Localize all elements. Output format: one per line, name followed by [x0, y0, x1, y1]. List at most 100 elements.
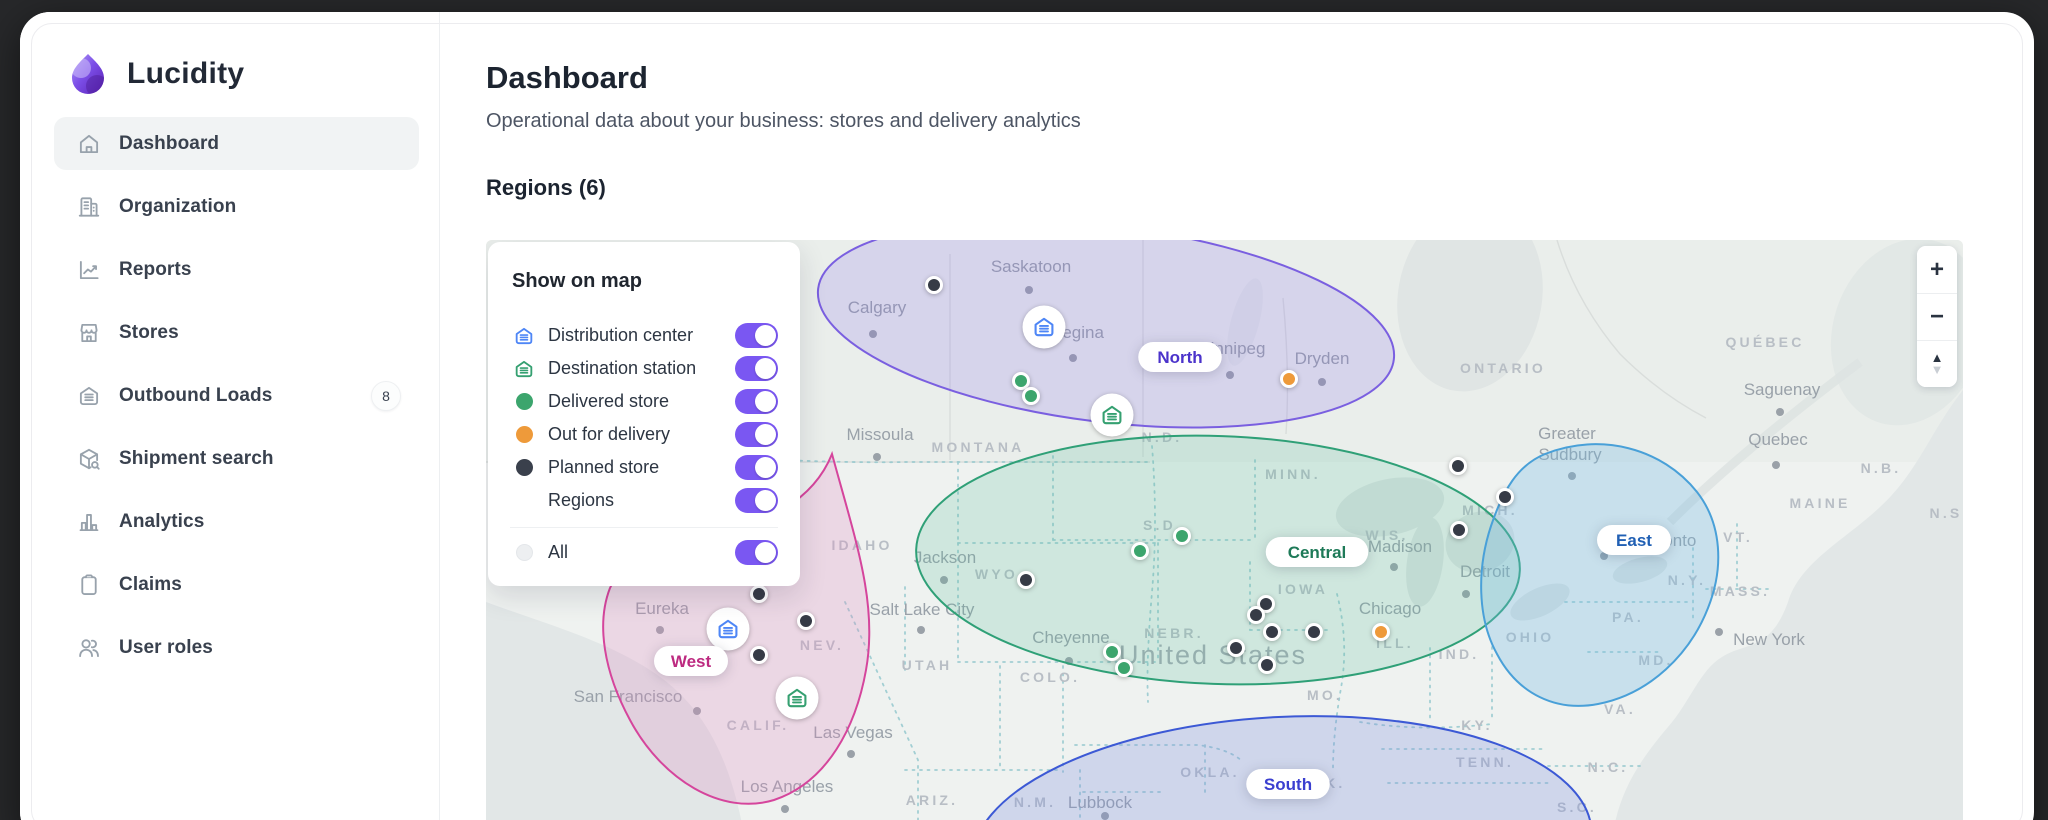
sidebar-item-outbound-loads[interactable]: Outbound Loads 8 — [54, 369, 419, 422]
home-icon — [79, 134, 99, 153]
region-pill-central[interactable]: Central — [1265, 537, 1369, 567]
state-label: ARIZ. — [906, 792, 959, 808]
region-shape-east[interactable] — [1480, 443, 1720, 707]
marker-planned-store[interactable] — [1263, 623, 1281, 641]
sidebar-item-reports[interactable]: Reports — [54, 243, 419, 296]
sidebar-item-analytics[interactable]: Analytics — [54, 495, 419, 548]
state-label: N.C. — [1588, 759, 1629, 775]
legend-item-label: Out for delivery — [548, 424, 671, 444]
zoom-in-button[interactable]: + — [1917, 246, 1957, 293]
marker-planned-store[interactable] — [1247, 606, 1265, 624]
marker-distribution-center[interactable] — [1022, 305, 1066, 349]
map-data-layer: MONTANAN.D.MINN.WIS.IDAHOWYO.S.D.NEBR.IO… — [574, 240, 1959, 820]
clipboard-icon — [81, 574, 97, 595]
region-pill-label: West — [671, 652, 712, 671]
circle-icon — [512, 459, 536, 476]
city-dot — [656, 626, 664, 634]
marker-out-for-delivery[interactable] — [1280, 370, 1298, 388]
state-label: MO. — [1307, 687, 1343, 703]
marker-delivered-store[interactable] — [1022, 387, 1040, 405]
state-label: MINN. — [1265, 466, 1321, 482]
toggle-planned-store[interactable] — [735, 455, 778, 480]
sidebar-item-label: Shipment search — [119, 447, 274, 469]
region-pill-west[interactable]: West — [654, 646, 728, 676]
destination-house-icon — [512, 358, 536, 380]
toggle-out-for-delivery[interactable] — [735, 422, 778, 447]
state-label: MD. — [1638, 652, 1673, 668]
toggle-regions[interactable] — [735, 488, 778, 513]
marker-delivered-store[interactable] — [1173, 527, 1191, 545]
sidebar-item-label: Dashboard — [119, 132, 220, 154]
marker-planned-store[interactable] — [750, 585, 768, 603]
marker-distribution-center[interactable] — [706, 607, 750, 651]
state-label: OKLA. — [1180, 764, 1240, 780]
marker-planned-store[interactable] — [1449, 457, 1467, 475]
state-label: S.D. — [1143, 517, 1183, 533]
marker-planned-store[interactable] — [1305, 623, 1323, 641]
legend-item-regions: Regions — [512, 484, 778, 517]
city-dot — [869, 330, 877, 338]
marker-out-for-delivery[interactable] — [1372, 623, 1390, 641]
marker-planned-store[interactable] — [1258, 656, 1276, 674]
toggle-delivered-store[interactable] — [735, 389, 778, 414]
marker-planned-store[interactable] — [1496, 488, 1514, 506]
toggle-destination-station[interactable] — [735, 356, 778, 381]
region-pill-label: North — [1157, 348, 1202, 367]
sidebar-item-label: Organization — [119, 195, 237, 217]
lucidity-logo-icon — [72, 54, 104, 94]
legend-item-planned-store: Planned store — [512, 451, 778, 484]
marker-destination-station[interactable] — [1090, 393, 1134, 437]
marker-delivered-store[interactable] — [1131, 542, 1149, 560]
toggle-distribution-center[interactable] — [735, 323, 778, 348]
region-pill-label: Central — [1288, 543, 1347, 562]
marker-planned-store[interactable] — [1450, 521, 1468, 539]
marker-delivered-store[interactable] — [1103, 643, 1121, 661]
state-label: N.B. — [1861, 460, 1902, 476]
sidebar-item-user-roles[interactable]: User roles — [54, 621, 419, 674]
region-pill-north[interactable]: North — [1138, 342, 1222, 372]
city-label: Dryden — [1295, 349, 1350, 368]
sidebar-item-shipment-search[interactable]: Shipment search — [54, 432, 419, 485]
toggle-all[interactable] — [735, 540, 778, 565]
map-canvas[interactable]: MONTANAN.D.MINN.WIS.IDAHOWYO.S.D.NEBR.IO… — [486, 240, 1963, 820]
sidebar: Lucidity Dashboard Organization — [20, 12, 440, 820]
building-icon — [78, 196, 100, 217]
marker-planned-store[interactable] — [1017, 571, 1035, 589]
zoom-out-button[interactable]: − — [1917, 293, 1957, 340]
users-icon — [79, 638, 99, 657]
region-pill-label: East — [1616, 531, 1652, 550]
marker-planned-store[interactable] — [797, 612, 815, 630]
region-pill-east[interactable]: East — [1597, 525, 1671, 555]
sidebar-item-claims[interactable]: Claims — [54, 558, 419, 611]
marker-planned-store[interactable] — [1257, 595, 1275, 613]
marker-delivered-store[interactable] — [1115, 659, 1133, 677]
city-label: Jackson — [914, 548, 976, 567]
sidebar-item-organization[interactable]: Organization — [54, 180, 419, 233]
city-label: Cheyenne — [1032, 628, 1110, 647]
state-label: MASS. — [1710, 583, 1770, 599]
legend-item-distribution-center: Distribution center — [512, 319, 778, 352]
tilt-button[interactable]: ▲ ▼ — [1917, 340, 1957, 387]
state-label: VT. — [1723, 529, 1753, 545]
sidebar-item-dashboard[interactable]: Dashboard — [54, 117, 419, 170]
marker-delivered-store[interactable] — [1012, 372, 1030, 390]
marker-planned-store[interactable] — [750, 646, 768, 664]
legend-item-label: Delivered store — [548, 391, 670, 411]
marker-planned-store[interactable] — [1227, 639, 1245, 657]
city-label: Chicago — [1359, 599, 1421, 618]
app-title: Lucidity — [127, 57, 245, 90]
state-label: PA. — [1612, 609, 1644, 625]
region-pill-south[interactable]: South — [1246, 769, 1330, 799]
city-label: Lubbock — [1068, 793, 1133, 812]
marker-planned-store[interactable] — [925, 276, 943, 294]
state-label: OHIO — [1506, 629, 1555, 645]
region-shape-central[interactable] — [912, 426, 1524, 695]
state-label: N.Y. — [1668, 572, 1706, 588]
legend-item-label: Destination station — [548, 358, 697, 378]
state-label: N.M. — [1014, 794, 1056, 810]
page-subtitle: Operational data about your business: st… — [486, 110, 1081, 132]
region-shape-south[interactable] — [966, 701, 1599, 820]
line-chart-icon — [79, 260, 99, 279]
marker-destination-station[interactable] — [775, 676, 819, 720]
sidebar-item-stores[interactable]: Stores — [54, 306, 419, 359]
